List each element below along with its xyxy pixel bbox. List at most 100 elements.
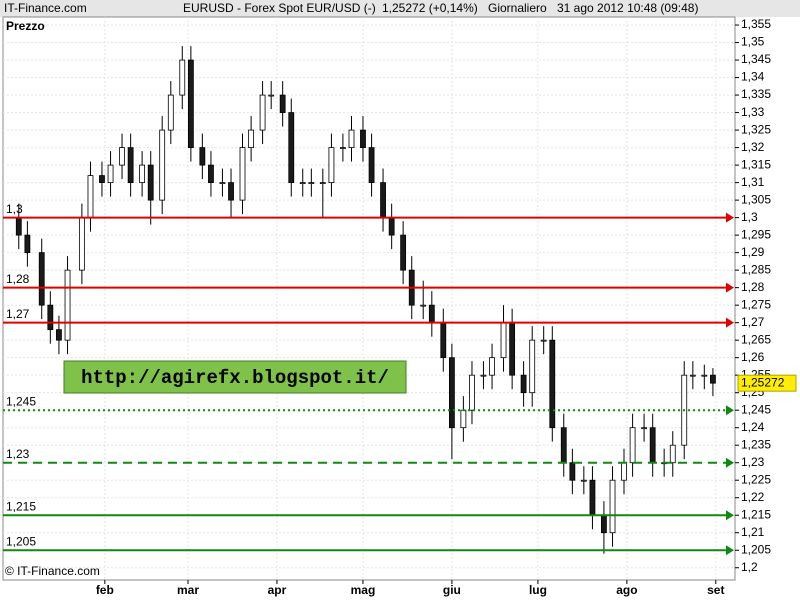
last-price-tag — [737, 374, 797, 392]
plot-area — [2, 16, 736, 581]
candle-body — [139, 164, 146, 184]
y-tick-label: 1,28 — [741, 280, 765, 294]
y-tick-label: 1,295 — [741, 227, 771, 241]
candle-body — [529, 339, 536, 394]
x-tick-label: mar — [177, 583, 199, 597]
candle-body — [299, 182, 306, 185]
candle-body — [319, 182, 326, 185]
candle-body — [208, 164, 214, 184]
timestamp: 31 ago 2012 10:48 (09:48) — [557, 1, 698, 15]
candle-body — [268, 94, 275, 97]
level-arrow — [726, 317, 734, 328]
candle-body — [549, 339, 556, 429]
x-tick-label: set — [707, 583, 724, 597]
candle-body — [480, 374, 487, 377]
x-tick-label: ago — [616, 583, 637, 597]
level-arrow — [726, 405, 734, 416]
candle-body — [420, 304, 427, 307]
candle-body — [199, 147, 206, 166]
y-tick-label: 1,23 — [741, 455, 765, 469]
candle-body — [64, 269, 71, 341]
y-tick-label: 1,345 — [741, 52, 771, 66]
y-tick-label: 1,275 — [741, 297, 771, 311]
candle-body — [78, 217, 85, 271]
x-tick-label: giu — [443, 583, 461, 597]
period: Giornaliero — [488, 1, 547, 15]
level-label: 1,3 — [6, 202, 23, 216]
candle-body — [520, 374, 527, 394]
candle-body — [159, 129, 166, 201]
candle-body — [629, 427, 636, 464]
candle-body — [47, 304, 54, 331]
candle-body — [279, 94, 286, 113]
x-tick-label: apr — [268, 583, 287, 597]
candle-body — [509, 322, 516, 376]
y-tick-label: 1,315 — [741, 157, 771, 171]
candle-body — [167, 94, 174, 131]
x-tick-label: lug — [529, 583, 547, 597]
candle-body — [360, 129, 366, 148]
level-arrow — [726, 212, 734, 223]
candle-body — [448, 357, 455, 429]
candle-body — [500, 322, 507, 359]
watermark: http://agirefx.blogspot.it/ — [81, 367, 389, 389]
candle-body — [689, 374, 696, 377]
candle-body — [649, 427, 656, 464]
chart-title: EURUSD - Forex Spot EUR/USD (-) — [183, 1, 376, 15]
candle-body — [87, 175, 94, 219]
candle-body — [560, 427, 567, 464]
candle-body — [589, 479, 596, 516]
candle-body — [440, 322, 447, 359]
site: IT-Finance.com — [4, 1, 87, 15]
candle-body — [328, 147, 335, 184]
y-tick-label: 1,22 — [741, 490, 765, 504]
candle-body — [701, 374, 708, 377]
level-arrow — [726, 545, 734, 556]
y-tick-label: 1,21 — [741, 525, 765, 539]
candle-body — [119, 147, 125, 166]
candle-body — [179, 59, 186, 96]
level-arrow — [726, 457, 734, 468]
candle-body — [348, 129, 355, 148]
y-tick-label: 1,335 — [741, 87, 771, 101]
y-label: Prezzo — [6, 19, 45, 33]
y-tick-label: 1,205 — [741, 542, 771, 556]
y-tick-label: 1,31 — [741, 175, 765, 189]
candle-body — [569, 462, 576, 481]
y-tick-label: 1,29 — [741, 245, 765, 259]
last-price-label: 1,25272 — [741, 375, 785, 389]
watermark-box — [63, 360, 407, 394]
candle-body — [710, 374, 716, 384]
y-tick-label: 1,2 — [741, 560, 758, 574]
candle-body — [380, 182, 386, 219]
header-bar — [0, 0, 800, 17]
y-tick-label: 1,33 — [741, 105, 765, 119]
candle-body — [239, 147, 246, 201]
y-tick-label: 1,285 — [741, 262, 771, 276]
price-change: 1,25272 (+0,14%) — [382, 1, 478, 15]
candle-body — [368, 147, 375, 184]
y-tick-label: 1,3 — [741, 210, 758, 224]
candle-body — [388, 217, 395, 236]
level-label: 1,28 — [6, 272, 30, 286]
candle-body — [621, 462, 627, 481]
y-tick-label: 1,24 — [741, 420, 765, 434]
candle-body — [248, 129, 255, 148]
level-label: 1,245 — [6, 394, 36, 408]
y-tick-label: 1,355 — [741, 17, 771, 31]
y-tick-label: 1,325 — [741, 122, 771, 136]
candle-body — [56, 329, 62, 341]
candle-body — [469, 374, 475, 411]
level-label: 1,27 — [6, 307, 30, 321]
candle-body — [669, 444, 676, 464]
level-arrow — [726, 282, 734, 293]
candle-body — [24, 234, 31, 254]
candle-body — [15, 217, 22, 236]
candle-body — [601, 514, 607, 534]
candle-body — [580, 479, 587, 482]
candle-body — [339, 147, 346, 149]
candle-body — [187, 59, 194, 148]
candle-body — [38, 252, 45, 306]
